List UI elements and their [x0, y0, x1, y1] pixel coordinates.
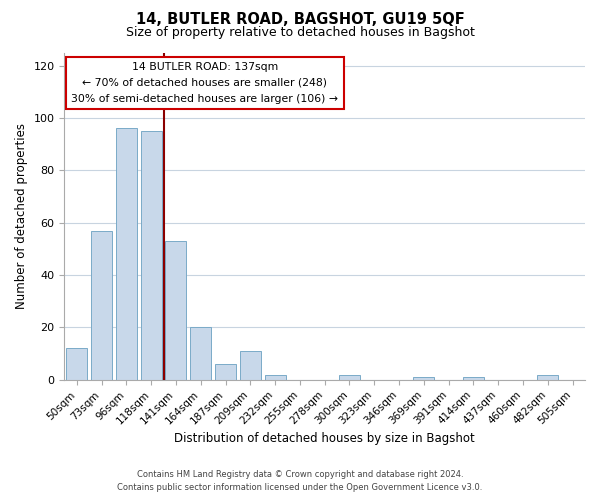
Text: 14, BUTLER ROAD, BAGSHOT, GU19 5QF: 14, BUTLER ROAD, BAGSHOT, GU19 5QF [136, 12, 464, 28]
Bar [240, 351, 261, 380]
Bar [116, 128, 137, 380]
X-axis label: Distribution of detached houses by size in Bagshot: Distribution of detached houses by size … [175, 432, 475, 445]
Bar [66, 348, 88, 380]
Text: 14 BUTLER ROAD: 137sqm
← 70% of detached houses are smaller (248)
30% of semi-de: 14 BUTLER ROAD: 137sqm ← 70% of detached… [71, 62, 338, 104]
Bar [537, 374, 559, 380]
Bar [339, 374, 360, 380]
Bar [215, 364, 236, 380]
Text: Contains HM Land Registry data © Crown copyright and database right 2024.
Contai: Contains HM Land Registry data © Crown c… [118, 470, 482, 492]
Bar [190, 328, 211, 380]
Bar [413, 377, 434, 380]
Bar [463, 377, 484, 380]
Bar [140, 131, 162, 380]
Y-axis label: Number of detached properties: Number of detached properties [15, 123, 28, 309]
Bar [91, 230, 112, 380]
Bar [265, 374, 286, 380]
Text: Size of property relative to detached houses in Bagshot: Size of property relative to detached ho… [125, 26, 475, 39]
Bar [166, 241, 187, 380]
